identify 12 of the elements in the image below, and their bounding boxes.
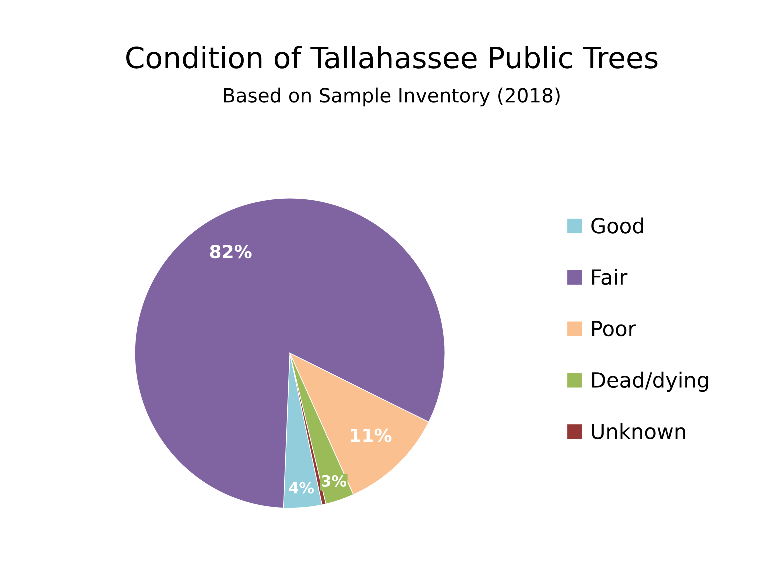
data-label: 3% <box>322 475 347 487</box>
legend-label: Unknown <box>592 423 686 440</box>
chart-subtitle: Based on Sample Inventory (2018) <box>224 88 560 107</box>
data-label: 11% <box>351 428 392 442</box>
legend-label: Fair <box>592 269 628 286</box>
legend-label: Poor <box>592 321 636 337</box>
data-label: 4% <box>289 482 314 494</box>
legend-label: Dead/dying <box>592 372 708 392</box>
legend-label: Good <box>592 218 644 234</box>
chart-title: Condition of Tallahassee Public Trees <box>126 46 658 69</box>
pie-slice <box>134 198 446 509</box>
data-label: 82% <box>210 244 252 259</box>
